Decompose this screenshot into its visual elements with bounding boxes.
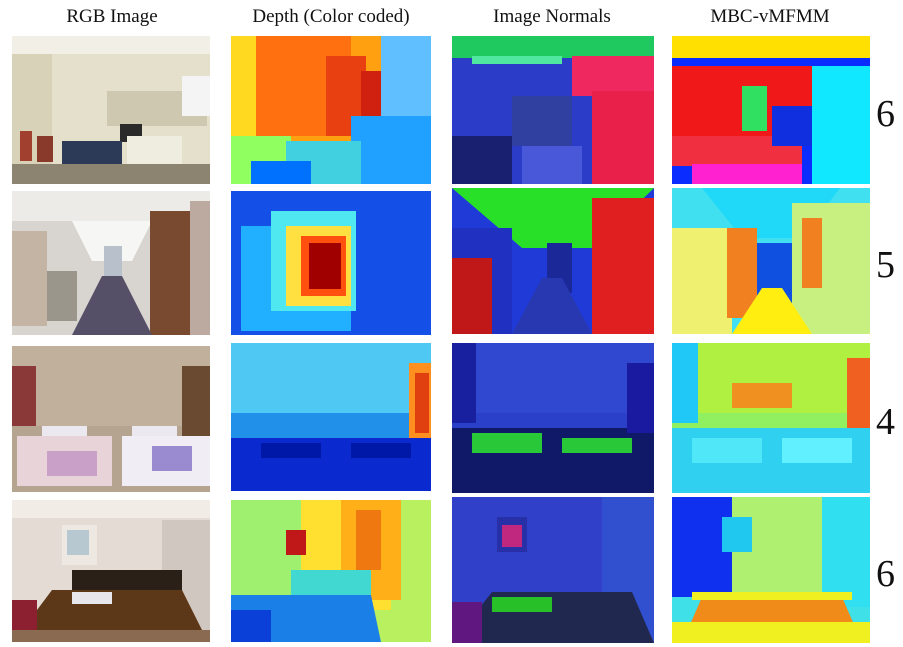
cluster-count-row3: 4 bbox=[876, 401, 895, 443]
column-header-rgb: RGB Image bbox=[66, 6, 158, 27]
normals-image-row1 bbox=[452, 36, 654, 184]
depth-image-row3 bbox=[231, 343, 431, 491]
rgb-image-row3 bbox=[12, 346, 210, 492]
mbc-vmfmm-image-row4 bbox=[672, 497, 870, 643]
cluster-count-row4: 6 bbox=[876, 553, 895, 595]
normals-image-row4 bbox=[452, 497, 654, 643]
normals-image-row3 bbox=[452, 343, 654, 493]
rgb-image-row4 bbox=[12, 500, 210, 642]
depth-image-row2 bbox=[231, 191, 431, 335]
depth-image-row1 bbox=[231, 36, 431, 184]
mbc-vmfmm-image-row3 bbox=[672, 343, 870, 493]
mbc-vmfmm-image-row1 bbox=[672, 36, 870, 184]
normals-image-row2 bbox=[452, 188, 654, 334]
column-header-depth: Depth (Color coded) bbox=[252, 6, 410, 27]
depth-image-row4 bbox=[231, 500, 431, 642]
cluster-count-row2: 5 bbox=[876, 244, 895, 286]
rgb-image-row1 bbox=[12, 36, 210, 184]
column-header-mbc-vmfmm: MBC-vMFMM bbox=[710, 6, 830, 27]
cluster-count-row1: 6 bbox=[876, 93, 895, 135]
mbc-vmfmm-image-row2 bbox=[672, 188, 870, 334]
rgb-image-row2 bbox=[12, 191, 210, 335]
column-header-normals: Image Normals bbox=[493, 6, 611, 27]
